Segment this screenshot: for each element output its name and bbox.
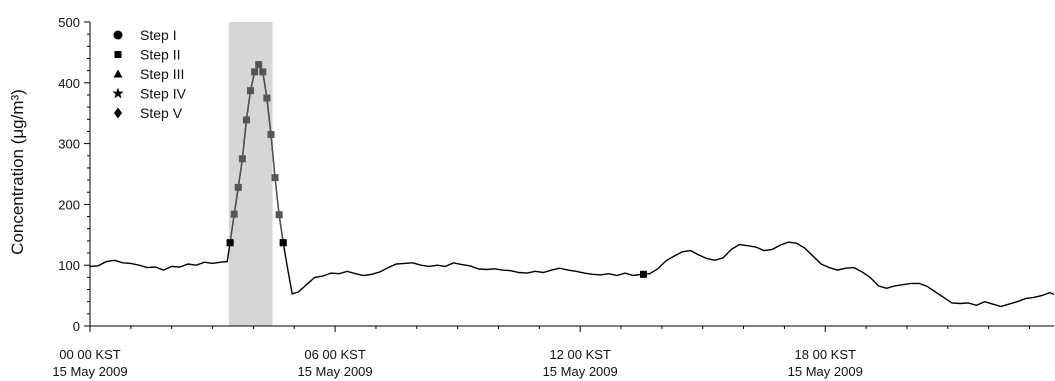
x-tick-label-time: 18 00 KST xyxy=(795,347,856,362)
legend-entry: Step IV xyxy=(112,86,187,102)
legend-entry-label: Step II xyxy=(140,47,180,63)
y-tick-label: 400 xyxy=(58,76,80,91)
y-tick-label: 0 xyxy=(73,319,80,334)
highlight-band-layer xyxy=(228,22,273,326)
legend-entry: Step III xyxy=(113,66,184,82)
peak-marker-square xyxy=(238,155,246,163)
x-tick-label-time: 06 00 KST xyxy=(304,347,365,362)
x-tick-label-date: 15 May 2009 xyxy=(543,364,618,379)
step-ii-marker-square xyxy=(226,239,234,247)
star-marker-icon xyxy=(112,87,124,99)
y-tick-label: 200 xyxy=(58,197,80,212)
peak-marker-square xyxy=(271,174,279,182)
peak-marker-square xyxy=(267,130,275,138)
peak-marker-square xyxy=(251,68,259,76)
legend-entry-label: Step I xyxy=(140,27,177,43)
series-line-peak xyxy=(229,63,284,243)
x-tick-label-time: 12 00 KST xyxy=(549,347,610,362)
square-marker-icon xyxy=(114,51,122,58)
peak-marker-square xyxy=(230,210,238,218)
legend-entry: Step V xyxy=(114,105,183,121)
x-tick-label-time: 00 00 KST xyxy=(59,347,120,362)
step-ii-marker-square xyxy=(279,239,287,247)
legend-entry-label: Step V xyxy=(140,105,183,121)
y-tick-label: 500 xyxy=(58,15,80,30)
highlight-band xyxy=(228,22,273,326)
y-tick-label: 300 xyxy=(58,137,80,152)
peak-marker-square xyxy=(242,116,250,124)
peak-marker-square xyxy=(275,211,283,219)
x-tick-label-date: 15 May 2009 xyxy=(52,364,127,379)
marker-layer xyxy=(226,61,647,278)
axes-layer xyxy=(84,21,1054,332)
legend-entry-label: Step IV xyxy=(140,86,187,102)
legend-entry-label: Step III xyxy=(140,66,184,82)
peak-marker-square xyxy=(263,94,271,102)
step-ii-marker-square xyxy=(639,270,647,278)
legend-entry: Step II xyxy=(114,47,180,63)
x-tick-label-date: 15 May 2009 xyxy=(788,364,863,379)
peak-marker-square xyxy=(234,183,242,191)
series-layer xyxy=(89,63,1055,308)
y-tick-label: 100 xyxy=(58,258,80,273)
diamond-marker-icon xyxy=(114,107,122,119)
legend: Step I Step II Step III Step IV Step V xyxy=(112,27,187,121)
peak-marker-square xyxy=(247,87,255,95)
y-axis-label: Concentration (μg/m³) xyxy=(8,89,27,255)
peak-marker-square xyxy=(255,61,263,69)
peak-marker-square xyxy=(259,68,267,76)
tick-label-layer: 0 100 200 300 400 500 00 00 KST 15 May 2009 06 0… xyxy=(52,15,862,379)
legend-entry: Step I xyxy=(113,27,177,43)
triangle-marker-icon xyxy=(113,69,123,78)
circle-marker-icon xyxy=(113,30,123,40)
x-tick-label-date: 15 May 2009 xyxy=(297,364,372,379)
